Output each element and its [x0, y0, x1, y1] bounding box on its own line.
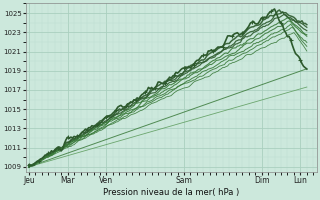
- X-axis label: Pression niveau de la mer( hPa ): Pression niveau de la mer( hPa ): [103, 188, 239, 197]
